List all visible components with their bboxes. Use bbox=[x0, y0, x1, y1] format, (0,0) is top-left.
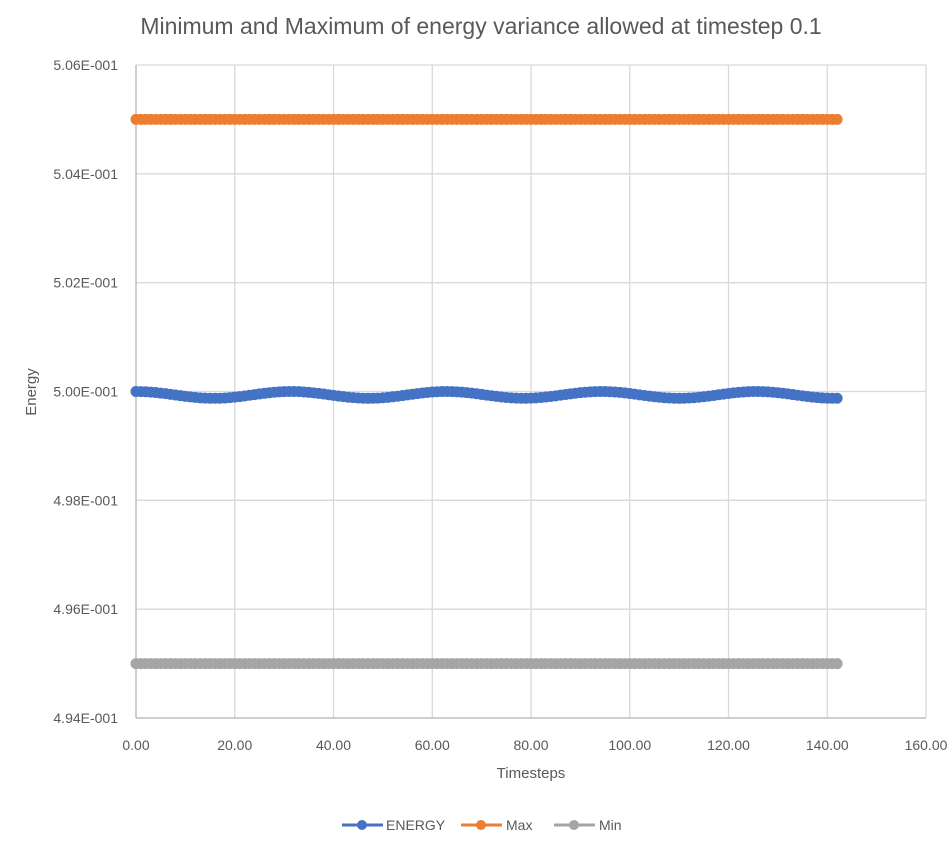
x-tick-label: 100.00 bbox=[608, 737, 651, 753]
legend-marker-energy bbox=[357, 820, 367, 830]
x-tick-label: 160.00 bbox=[905, 737, 948, 753]
legend-item-energy[interactable]: ENERGY bbox=[342, 817, 446, 833]
y-tick-label: 4.94E-001 bbox=[53, 710, 118, 726]
x-tick-label: 20.00 bbox=[217, 737, 252, 753]
y-axis-ticks: 4.94E-001 4.96E-001 4.98E-001 5.00E-001 5.02… bbox=[53, 57, 118, 726]
min-point bbox=[831, 658, 843, 670]
series-min bbox=[130, 658, 843, 670]
x-tick-label: 60.00 bbox=[415, 737, 450, 753]
series-max bbox=[130, 113, 843, 125]
y-tick-label: 5.04E-001 bbox=[53, 166, 118, 182]
legend-marker-max bbox=[476, 820, 486, 830]
chart-title: Minimum and Maximum of energy variance a… bbox=[140, 13, 821, 39]
legend-label-energy: ENERGY bbox=[386, 817, 446, 833]
y-tick-label: 5.06E-001 bbox=[53, 57, 118, 73]
legend: ENERGY Max Min bbox=[342, 817, 622, 833]
y-tick-label: 5.02E-001 bbox=[53, 275, 118, 291]
y-tick-label: 4.96E-001 bbox=[53, 601, 118, 617]
x-tick-label: 0.00 bbox=[122, 737, 149, 753]
y-axis-title: Energy bbox=[23, 368, 40, 416]
x-axis-ticks: 0.00 20.00 40.00 60.00 80.00 100.00 120.00 140.… bbox=[122, 737, 947, 753]
x-tick-label: 140.00 bbox=[806, 737, 849, 753]
x-axis-title: Timesteps bbox=[497, 765, 566, 782]
x-tick-label: 120.00 bbox=[707, 737, 750, 753]
legend-item-max[interactable]: Max bbox=[461, 817, 532, 833]
legend-marker-min bbox=[569, 820, 579, 830]
energy-point bbox=[831, 392, 843, 404]
x-tick-label: 40.00 bbox=[316, 737, 351, 753]
max-point bbox=[831, 113, 843, 125]
legend-item-min[interactable]: Min bbox=[554, 817, 622, 833]
series-energy bbox=[130, 386, 843, 404]
y-tick-label: 5.00E-001 bbox=[53, 384, 118, 400]
x-tick-label: 80.00 bbox=[513, 737, 548, 753]
legend-label-max: Max bbox=[506, 817, 532, 833]
y-tick-label: 4.98E-001 bbox=[53, 492, 118, 508]
legend-label-min: Min bbox=[599, 817, 622, 833]
